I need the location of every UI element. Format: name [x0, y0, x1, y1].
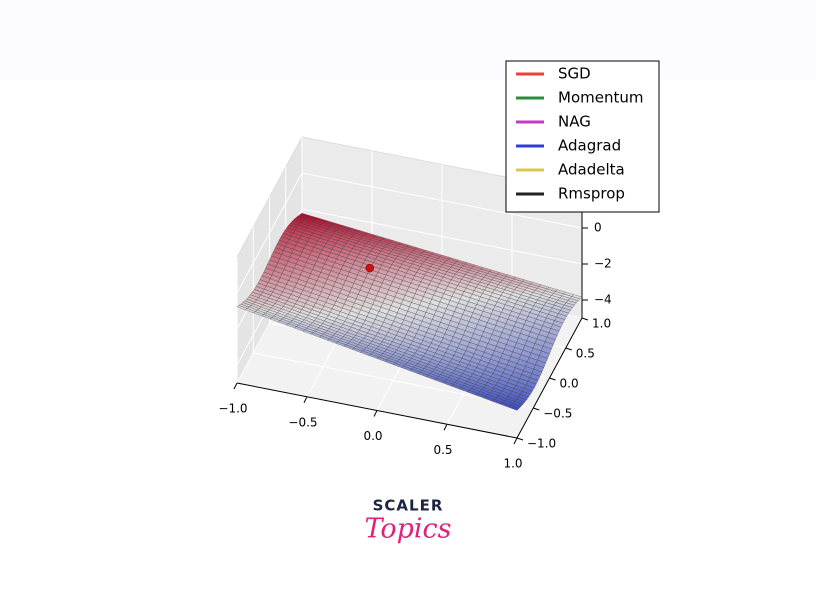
- z-tick-label: 0: [594, 221, 602, 235]
- legend-label: Adadelta: [558, 161, 625, 179]
- plot: −1.0 −0.5 0.0 0.5 1.0 −1.0 −0.5 0.0 0.5 1.0 −4 −2 0: [218, 136, 612, 471]
- top-band: [0, 0, 816, 80]
- y-tick-label: 0.0: [560, 377, 579, 391]
- grid-line: [301, 208, 583, 265]
- x-tick: [373, 410, 378, 417]
- y-tick: [516, 437, 524, 441]
- surface-cell: [508, 405, 520, 411]
- z-tick-label: −2: [594, 257, 612, 271]
- x-axis: [236, 382, 518, 439]
- legend-label: SGD: [558, 65, 591, 83]
- x-tick-label: −1.0: [218, 402, 247, 416]
- grid-line: [236, 172, 303, 294]
- x-tick: [233, 382, 238, 390]
- legend: SGD Momentum NAG Adagrad Adadelta Rmsprop: [505, 60, 660, 213]
- y-tick-label: −1.0: [527, 437, 556, 451]
- x-tick: [303, 396, 308, 403]
- y-tick: [565, 347, 572, 351]
- x-tick-label: −0.5: [288, 415, 317, 429]
- legend-label: Adagrad: [558, 137, 621, 155]
- y-tick-label: −0.5: [543, 407, 572, 421]
- x-tick-label: 0.0: [363, 429, 382, 443]
- y-tick: [533, 407, 540, 411]
- legend-label: Rmsprop: [558, 185, 625, 203]
- logo-line1: SCALER: [373, 497, 444, 515]
- legend-label: NAG: [558, 113, 591, 131]
- point: [365, 263, 374, 273]
- y-tick-label: 1.0: [592, 317, 611, 331]
- z-tick-label: −4: [594, 293, 612, 307]
- x-tick: [513, 437, 518, 445]
- y-tick: [549, 377, 556, 381]
- x-tick-label: 0.5: [433, 443, 452, 457]
- grid-line: [301, 172, 583, 229]
- legend-box: [505, 60, 660, 213]
- y-tick-label: 0.5: [576, 347, 595, 361]
- logo-line2: Topics: [364, 514, 451, 545]
- x-tick: [443, 424, 448, 431]
- legend-label: Momentum: [558, 89, 643, 107]
- x-tick-label: 1.0: [503, 457, 522, 471]
- y-axis: [516, 317, 583, 439]
- y-tick: [581, 317, 589, 321]
